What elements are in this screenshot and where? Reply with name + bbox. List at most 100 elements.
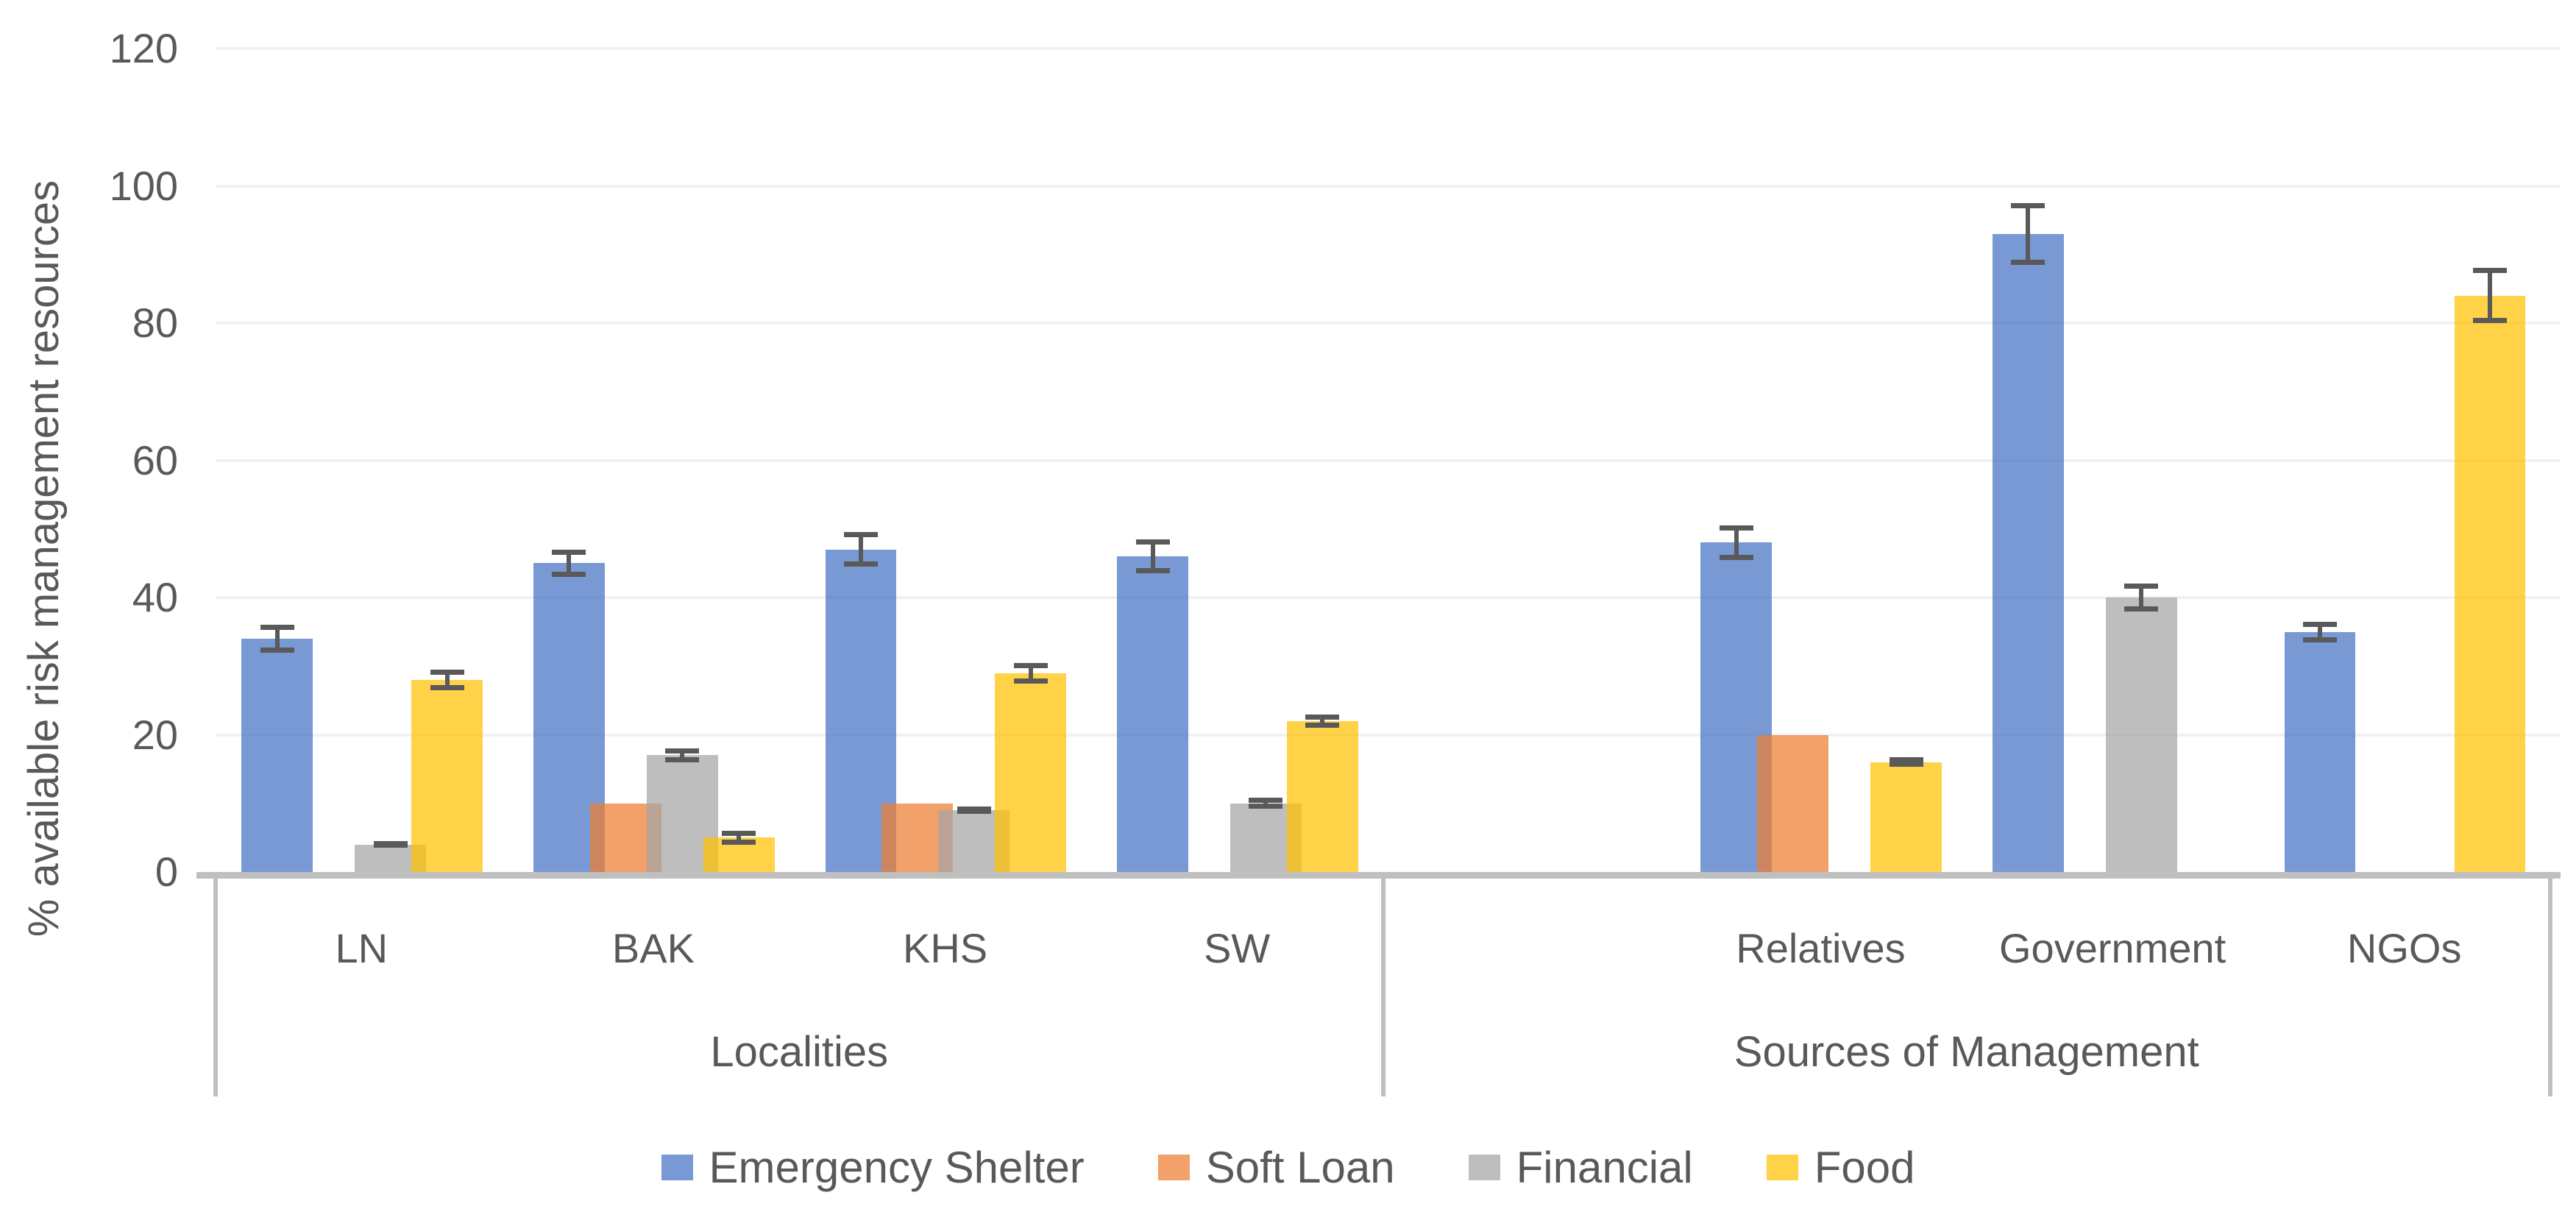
category-label-khs: KHS [902, 925, 988, 971]
error-bar-financial-khs [957, 807, 991, 814]
error-bar-food-khs [1013, 662, 1048, 684]
bar-financial-government [2105, 598, 2177, 872]
y-tick-100: 100 [109, 162, 178, 209]
error-bar-cap-bottom [1013, 678, 1048, 684]
bar-food-ngos [2454, 295, 2526, 872]
error-bar-cap-top [2303, 621, 2338, 627]
error-bar-cap-top [430, 669, 464, 675]
bar-emergency-shelter-ln [241, 638, 313, 872]
category-slot-relatives [1675, 49, 1967, 872]
error-bar-cap-top [260, 625, 294, 631]
category-slot-bak [508, 49, 800, 872]
error-bar-stem [1734, 525, 1739, 560]
section-divider [2548, 878, 2552, 1096]
legend-item-soft-loan: Soft Loan [1157, 1142, 1395, 1193]
y-tick-120: 120 [109, 25, 178, 71]
error-bar-cap-bottom [1305, 723, 1340, 729]
legend-swatch-food [1766, 1154, 1798, 1180]
error-bar-cap-bottom [665, 756, 700, 762]
error-bar-stem [567, 549, 572, 578]
legend: Emergency Shelter Soft Loan Financial Food [0, 1132, 2576, 1202]
error-bar-cap-bottom [1249, 804, 1283, 809]
error-bar-cap-bottom [260, 647, 294, 653]
legend-swatch-financial [1468, 1154, 1500, 1180]
legend-item-financial: Financial [1468, 1142, 1693, 1193]
error-bar-food-ln [430, 669, 464, 690]
error-bar-emergency-shelter-relatives [1719, 525, 1753, 560]
error-bar-cap-bottom [957, 808, 991, 814]
error-bar-food-bak [722, 831, 756, 845]
error-bar-food-relatives [1889, 757, 1923, 768]
error-bar-cap-bottom [1889, 762, 1923, 768]
legend-label-food: Food [1814, 1142, 1915, 1192]
y-tick-0: 0 [155, 848, 178, 895]
error-bar-food-sw [1305, 714, 1340, 729]
bar-food-sw [1287, 720, 1358, 872]
gridline-80 [216, 322, 2561, 325]
error-bar-stem [2318, 621, 2323, 642]
legend-label-soft-loan: Soft Loan [1205, 1142, 1395, 1192]
bar-emergency-shelter-sw [1117, 556, 1188, 872]
error-bar-stem [1028, 662, 1033, 684]
category-label-ngos: NGOs [2346, 925, 2462, 971]
error-bar-emergency-shelter-khs [843, 532, 878, 567]
error-bar-emergency-shelter-sw [1135, 539, 1170, 574]
category-label-sw: SW [1204, 925, 1271, 971]
gridline-60 [216, 458, 2561, 462]
error-bar-emergency-shelter-bak [552, 549, 586, 578]
error-bar-cap-bottom [2124, 606, 2159, 612]
error-bar-financial-bak [665, 748, 700, 762]
category-slot-ngos [2258, 49, 2550, 872]
error-bar-emergency-shelter-ln [260, 625, 294, 653]
category-slot-ln [216, 49, 508, 872]
error-bar-stem [1150, 539, 1155, 574]
category-slot-gap [1383, 49, 1675, 872]
error-bar-stem [1263, 798, 1269, 809]
error-bar-financial-ln [373, 841, 408, 848]
error-bar-cap-top [1013, 662, 1048, 668]
error-bar-financial-government [2124, 584, 2159, 612]
error-bar-cap-bottom [2472, 318, 2507, 323]
error-bar-stem [444, 669, 450, 690]
legend-swatch-emergency-shelter [661, 1154, 693, 1180]
category-label-bak: BAK [611, 925, 695, 971]
bar-food-ln [411, 679, 483, 872]
legend-item-food: Food [1766, 1142, 1915, 1193]
section-divider [1380, 878, 1385, 1096]
error-bar-cap-top [1889, 757, 1923, 763]
error-bar-cap-top [722, 831, 756, 837]
error-bar-cap-top [1305, 714, 1340, 720]
category-label-government: Government [1998, 925, 2226, 971]
category-axis: LN BAK KHS SW Relatives Government NGOs Localit… [213, 872, 2552, 1096]
error-bar-cap-bottom [552, 572, 586, 578]
error-bar-stem [680, 748, 685, 762]
error-bar-cap-top [1719, 525, 1753, 531]
section-label-sources-of-management: Sources of Management [1734, 1028, 2199, 1076]
error-bar-cap-top [552, 549, 586, 555]
error-bar-cap-top [1135, 539, 1170, 545]
error-bar-cap-bottom [373, 843, 408, 848]
y-tick-40: 40 [132, 574, 178, 620]
error-bar-cap-top [1249, 798, 1283, 804]
error-bar-cap-bottom [2011, 259, 2045, 265]
error-bar-stem [274, 625, 280, 653]
gridline-120 [216, 47, 2561, 50]
error-bar-stem [858, 532, 863, 567]
error-bar-financial-sw [1249, 798, 1283, 809]
error-bar-stem [2139, 584, 2144, 612]
error-bar-food-ngos [2472, 268, 2507, 323]
bar-emergency-shelter-government [1993, 233, 2064, 872]
error-bar-emergency-shelter-government [2011, 202, 2045, 265]
error-bar-cap-top [665, 748, 700, 754]
category-slot-khs [799, 49, 1091, 872]
error-bar-emergency-shelter-ngos [2303, 621, 2338, 642]
y-axis-ticks: 0 20 40 60 80 100 120 [29, 28, 178, 893]
error-bar-stem [2487, 268, 2492, 323]
legend-swatch-soft-loan [1157, 1154, 1190, 1180]
bar-food-relatives [1870, 762, 1942, 872]
category-label-ln: LN [335, 925, 388, 971]
error-bar-cap-bottom [1135, 568, 1170, 574]
category-slot-sw [1091, 49, 1383, 872]
bar-food-khs [995, 673, 1067, 872]
